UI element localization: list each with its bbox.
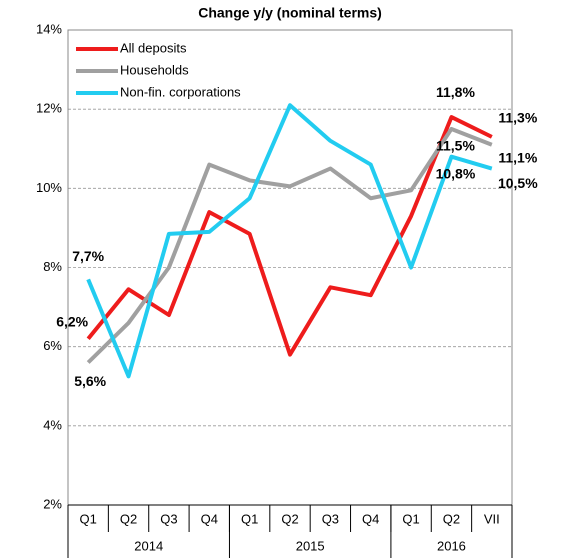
x-tick-label: Q1	[402, 511, 419, 526]
x-tick-label: Q1	[241, 511, 258, 526]
y-tick-label: 14%	[36, 21, 62, 36]
legend-label: Non-fin. corporations	[120, 84, 241, 99]
y-tick-label: 6%	[43, 338, 62, 353]
data-label: 11,8%	[436, 84, 475, 100]
data-label: 10,5%	[498, 175, 538, 191]
data-label: 11,5%	[436, 138, 475, 154]
x-tick-label: Q4	[362, 511, 379, 526]
data-label: 11,1%	[498, 149, 537, 165]
y-tick-label: 8%	[43, 259, 62, 274]
legend-label: All deposits	[120, 40, 187, 55]
x-tick-label: Q4	[201, 511, 218, 526]
x-tick-label: Q2	[120, 511, 137, 526]
x-tick-label: Q2	[443, 511, 460, 526]
line-series	[86, 103, 493, 379]
legend-label: Households	[120, 62, 189, 77]
data-label: 5,6%	[74, 373, 106, 389]
x-group-label: 2015	[296, 538, 325, 553]
x-tick-label: Q3	[322, 511, 339, 526]
x-group-label: 2014	[134, 538, 163, 553]
data-label: 11,3%	[498, 110, 537, 126]
y-tick-label: 4%	[43, 417, 62, 432]
x-tick-label: Q1	[80, 511, 97, 526]
x-group-label: 2016	[437, 538, 466, 553]
y-tick-label: 12%	[36, 101, 62, 116]
x-tick-label: Q2	[281, 511, 298, 526]
x-tick-label: Q3	[160, 511, 177, 526]
y-tick-label: 10%	[36, 180, 62, 195]
line-series	[86, 115, 493, 357]
x-tick-label: VII	[484, 511, 500, 526]
y-tick-label: 2%	[43, 496, 62, 511]
data-label: 6,2%	[56, 313, 88, 329]
data-label: 10,8%	[436, 165, 476, 181]
data-label: 7,7%	[72, 248, 104, 264]
chart-title: Change y/y (nominal terms)	[198, 5, 382, 21]
